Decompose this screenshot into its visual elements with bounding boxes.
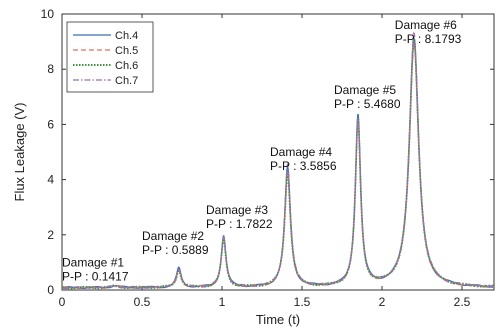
x-tick-label: 2 <box>379 295 386 309</box>
damage-label: Damage #6 <box>395 18 457 32</box>
legend-label: Ch.5 <box>115 45 138 57</box>
x-tick-label: 2.5 <box>454 295 471 309</box>
damage-label: Damage #5 <box>334 83 396 97</box>
legend: Ch.4 Ch.5 Ch.6 Ch.7 <box>66 21 154 93</box>
axis-ticks: 0 0.5 1 1.5 2 2.5 0 2 4 6 8 10 <box>41 7 494 309</box>
legend-label: Ch.6 <box>115 60 138 72</box>
y-tick-label: 10 <box>41 7 55 21</box>
legend-label: Ch.7 <box>115 75 138 87</box>
y-tick-label: 8 <box>47 62 54 76</box>
damage-label: Damage #2 <box>142 229 204 243</box>
x-tick-label: 0 <box>59 295 66 309</box>
x-tick-label: 1 <box>219 295 226 309</box>
x-axis-label: Time (t) <box>256 312 300 327</box>
damage-pp-value: P-P : 1.7822 <box>206 217 273 231</box>
damage-pp-value: P-P : 0.1417 <box>62 270 129 284</box>
damage-pp-value: P-P : 0.5889 <box>142 243 209 257</box>
damage-annotations: Damage #1P-P : 0.1417 Damage #2P-P : 0.58… <box>62 18 462 283</box>
damage-label: Damage #4 <box>270 145 332 159</box>
damage-label: Damage #3 <box>206 203 268 217</box>
damage-pp-value: P-P : 3.5856 <box>270 159 337 173</box>
y-tick-label: 0 <box>47 283 54 297</box>
damage-label: Damage #1 <box>62 256 124 270</box>
legend-label: Ch.4 <box>115 30 138 42</box>
y-tick-label: 4 <box>47 173 54 187</box>
damage-pp-value: P-P : 5.4680 <box>334 97 401 111</box>
x-tick-label: 0.5 <box>134 295 151 309</box>
x-tick-label: 1.5 <box>294 295 311 309</box>
y-tick-label: 2 <box>47 228 54 242</box>
damage-pp-value: P-P : 8.1793 <box>395 32 462 46</box>
y-tick-label: 6 <box>47 117 54 131</box>
series-line <box>61 31 495 290</box>
series-lines <box>61 31 495 290</box>
legend-box <box>66 21 154 93</box>
y-axis-label: Flux Leakage (V) <box>12 103 27 202</box>
